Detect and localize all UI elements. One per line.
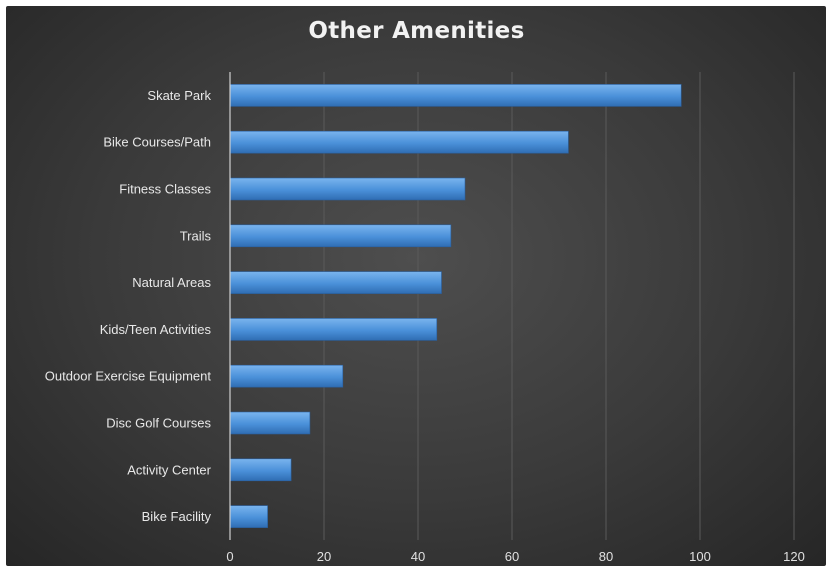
x-tick-label: 80 xyxy=(599,549,613,564)
bar xyxy=(229,177,466,201)
category-label: Bike Courses/Path xyxy=(103,135,211,150)
category-label: Trails xyxy=(180,228,212,243)
x-tick-label: 120 xyxy=(783,549,805,564)
bar xyxy=(229,505,268,528)
x-tick-label: 0 xyxy=(226,549,233,564)
bar xyxy=(229,458,292,482)
bar xyxy=(229,411,311,435)
category-labels: Skate Park Bike Courses/Path Fitness Class… xyxy=(45,88,212,524)
category-label: Activity Center xyxy=(127,462,211,477)
category-label: Fitness Classes xyxy=(119,182,211,197)
category-label: Natural Areas xyxy=(132,275,211,290)
x-tick-label: 60 xyxy=(505,549,519,564)
category-label: Disc Golf Courses xyxy=(106,416,211,431)
category-label: Outdoor Exercise Equipment xyxy=(45,369,212,384)
bar xyxy=(229,318,438,341)
chart-title: Other Amenities xyxy=(308,18,525,44)
category-label: Skate Park xyxy=(147,88,211,103)
x-tick-label: 40 xyxy=(411,549,425,564)
bar xyxy=(229,84,682,107)
bar xyxy=(229,130,569,154)
x-tick-label: 100 xyxy=(689,549,711,564)
bar xyxy=(229,364,344,388)
bar xyxy=(229,224,452,248)
x-tick-label: 20 xyxy=(317,549,331,564)
bar xyxy=(229,271,442,294)
x-axis-ticks: 0 20 40 60 80 100 120 xyxy=(226,549,804,564)
category-label: Bike Facility xyxy=(142,509,212,524)
bars xyxy=(229,84,682,528)
category-label: Kids/Teen Activities xyxy=(100,322,212,337)
